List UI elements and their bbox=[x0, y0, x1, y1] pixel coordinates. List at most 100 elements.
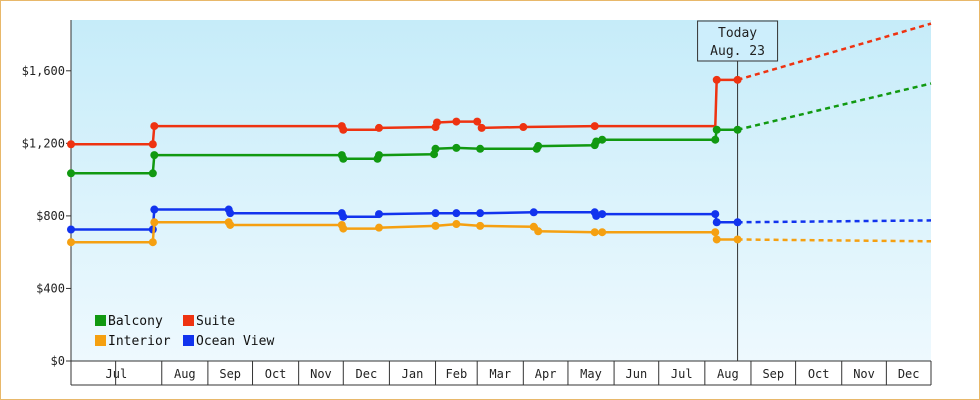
data-point bbox=[374, 151, 383, 160]
data-point bbox=[712, 218, 721, 227]
data-point bbox=[67, 238, 75, 247]
data-point bbox=[150, 122, 159, 131]
data-point bbox=[712, 125, 721, 134]
data-point bbox=[431, 144, 440, 153]
data-point bbox=[590, 122, 599, 131]
today-marker: Today Aug. 23 bbox=[697, 20, 779, 361]
y-axis: $0 $400 $800 $1,200 $1,600 bbox=[22, 20, 72, 385]
data-point bbox=[150, 205, 159, 214]
data-point bbox=[476, 221, 485, 230]
data-point bbox=[431, 221, 440, 230]
legend-swatch bbox=[183, 335, 194, 346]
data-point bbox=[733, 125, 742, 134]
data-point bbox=[452, 220, 461, 229]
data-point bbox=[226, 209, 235, 218]
data-point bbox=[67, 169, 75, 178]
legend-swatch bbox=[183, 315, 194, 326]
legend-entry-ocean-view: Ocean View bbox=[183, 334, 274, 349]
data-point bbox=[711, 210, 720, 219]
legend-swatch bbox=[95, 335, 106, 346]
x-tick-label: Apr bbox=[535, 367, 557, 381]
x-tick-label: Aug bbox=[717, 367, 739, 381]
legend-label: Ocean View bbox=[196, 334, 274, 349]
data-point bbox=[339, 212, 348, 221]
y-tick-label: $400 bbox=[36, 281, 65, 295]
data-point bbox=[476, 144, 485, 153]
x-tick-label: Nov bbox=[853, 367, 875, 381]
data-point bbox=[67, 140, 75, 149]
data-point bbox=[339, 125, 348, 134]
series-projection-balcony bbox=[737, 82, 932, 131]
data-point bbox=[598, 228, 607, 237]
data-point bbox=[431, 209, 440, 218]
data-point bbox=[712, 235, 721, 244]
data-point bbox=[452, 209, 461, 218]
data-point bbox=[711, 228, 720, 237]
data-point bbox=[67, 225, 75, 234]
x-tick-label: Jul bbox=[671, 367, 693, 381]
data-point bbox=[733, 75, 742, 84]
legend: Balcony Suite Interior Ocean View bbox=[95, 314, 274, 349]
data-point bbox=[226, 220, 235, 229]
y-tick-label: $1,600 bbox=[22, 64, 65, 78]
data-point bbox=[452, 117, 461, 126]
x-tick-label: Jun bbox=[626, 367, 648, 381]
x-tick-label: Dec bbox=[356, 367, 378, 381]
data-point bbox=[598, 210, 607, 219]
x-tick-label: Dec bbox=[898, 367, 920, 381]
series-balcony bbox=[67, 82, 932, 178]
x-tick-label: Mar bbox=[489, 367, 511, 381]
data-point bbox=[590, 228, 599, 237]
x-tick-label: Oct bbox=[265, 367, 287, 381]
data-point bbox=[452, 143, 461, 152]
series-projection-suite bbox=[737, 22, 932, 82]
data-point bbox=[733, 218, 742, 227]
legend-entry-suite: Suite bbox=[183, 314, 235, 329]
x-tick-label: Sep bbox=[762, 367, 784, 381]
data-point bbox=[339, 224, 348, 233]
data-point bbox=[711, 135, 720, 144]
data-point bbox=[148, 169, 157, 178]
data-point bbox=[339, 154, 348, 163]
data-point bbox=[150, 218, 159, 227]
y-tick-label: $800 bbox=[36, 209, 65, 223]
x-tick-label: Jul bbox=[106, 367, 128, 381]
legend-label: Balcony bbox=[108, 314, 163, 329]
data-point bbox=[374, 223, 383, 232]
legend-swatch bbox=[95, 315, 106, 326]
data-point bbox=[477, 123, 486, 132]
legend-entry-balcony: Balcony bbox=[95, 314, 163, 329]
data-point bbox=[529, 208, 538, 217]
x-tick-label: Feb bbox=[446, 367, 468, 381]
series-lines bbox=[67, 22, 932, 247]
y-tick-label: $0 bbox=[51, 354, 65, 368]
data-point bbox=[473, 117, 482, 126]
x-tick-label: Nov bbox=[310, 367, 332, 381]
data-point bbox=[519, 123, 528, 132]
data-point bbox=[148, 140, 157, 149]
plot-area bbox=[71, 20, 931, 361]
data-point bbox=[150, 151, 159, 160]
today-label: Today bbox=[718, 26, 757, 41]
x-tick-label: Oct bbox=[808, 367, 830, 381]
legend-label: Interior bbox=[108, 334, 171, 349]
data-point bbox=[374, 123, 383, 132]
legend-entry-interior: Interior bbox=[95, 334, 171, 349]
data-point bbox=[148, 238, 157, 247]
data-point bbox=[712, 75, 721, 84]
series-ocean-view bbox=[67, 205, 932, 234]
legend-label: Suite bbox=[196, 314, 235, 329]
x-tick-label: Aug bbox=[174, 367, 196, 381]
data-point bbox=[374, 210, 383, 219]
data-point bbox=[598, 135, 607, 144]
today-date: Aug. 23 bbox=[710, 44, 765, 59]
series-suite bbox=[67, 22, 932, 149]
data-point bbox=[534, 227, 543, 236]
data-point bbox=[476, 209, 485, 218]
series-interior bbox=[67, 218, 932, 247]
x-axis-band: Jul Aug Sep Oct Nov Dec Jan Feb Mar Apr May Jun Jul A… bbox=[71, 360, 932, 386]
today-box bbox=[697, 20, 779, 62]
data-point bbox=[733, 235, 742, 244]
